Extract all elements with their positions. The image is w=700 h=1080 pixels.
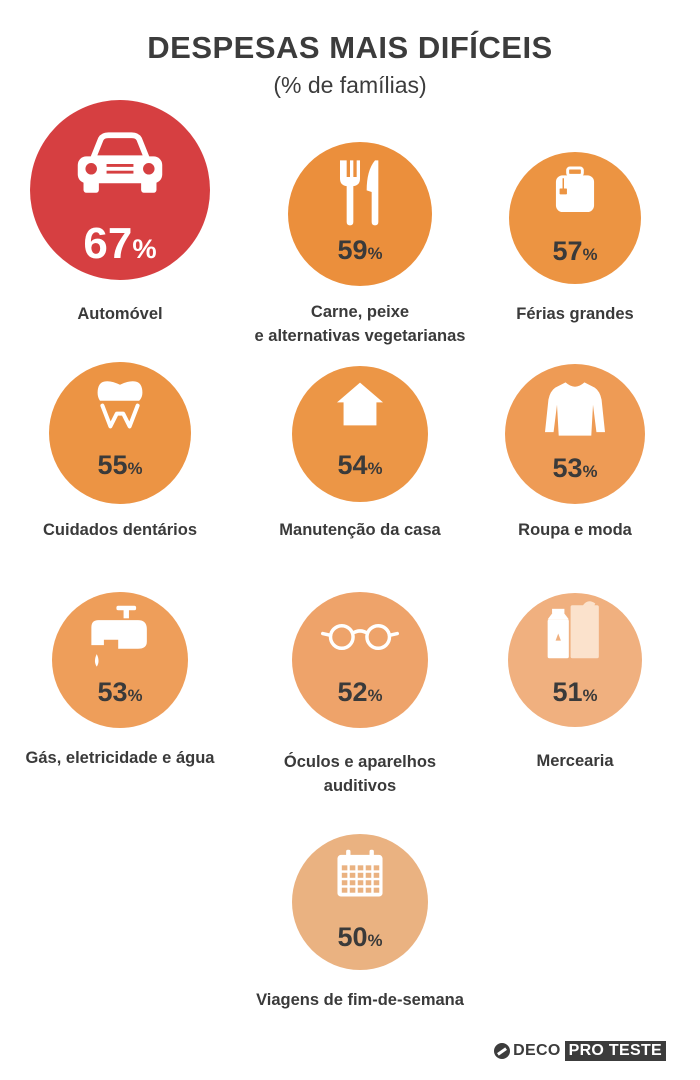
brand-logo: DECO PRO TESTE [494, 1041, 666, 1061]
page-title: DESPESAS MAIS DIFÍCEIS [147, 30, 553, 65]
expense-label-line: auditivos [323, 777, 397, 795]
expense-percentage: 55% [20, 450, 220, 481]
expense-label-line: Mercearia [536, 752, 614, 770]
deco-logo-icon [494, 1043, 511, 1059]
percentage-symbol: % [582, 686, 598, 706]
expense-label-line: Viagens de fim-de-semana [256, 991, 464, 1009]
percentage-value: 53 [97, 677, 128, 708]
calendar-icon [337, 849, 383, 897]
expense-label: Manutenção da casa [240, 518, 480, 542]
expense-percentage: 54% [260, 450, 460, 481]
page-subtitle: (% de famílias) [273, 72, 427, 98]
expense-label: Automóvel [0, 302, 240, 326]
brand-proteste: PRO TESTE [564, 1041, 666, 1061]
expense-label-line: Óculos e aparelhos [283, 753, 437, 771]
sweater-icon [545, 382, 605, 436]
expense-label-line: Automóvel [77, 305, 163, 323]
percentage-symbol: % [132, 232, 157, 264]
expense-label-line: Gás, eletricidade e água [25, 749, 215, 767]
fork-knife-icon [340, 160, 379, 226]
percentage-value: 67 [83, 218, 133, 268]
expense-label: Roupa e moda [455, 518, 695, 542]
expense-label: Gás, eletricidade e água [0, 746, 240, 770]
house-icon [337, 382, 383, 426]
expense-label: Férias grandes [455, 302, 695, 326]
expense-label-line: Carne, peixe [310, 303, 410, 321]
percentage-symbol: % [367, 686, 383, 706]
groceries-icon [547, 601, 599, 659]
brand-deco: DECO [513, 1042, 561, 1059]
expense-label-line: Manutenção da casa [279, 521, 441, 539]
expense-percentage: 53% [20, 677, 220, 708]
expense-label: Carne, peixe e alternativas vegetarianas [240, 300, 480, 348]
percentage-value: 59 [337, 235, 368, 266]
expense-bubble [52, 592, 188, 728]
expense-label-line: Férias grandes [516, 305, 634, 323]
expense-percentage: 59% [260, 235, 460, 266]
expense-label-line: Roupa e moda [518, 521, 632, 539]
expense-label: Óculos e aparelhos auditivos [240, 750, 480, 798]
expense-percentage: 53% [475, 453, 675, 484]
expense-percentage: 52% [260, 677, 460, 708]
percentage-value: 52 [337, 677, 368, 708]
expense-bubble [292, 592, 428, 728]
percentage-symbol: % [367, 244, 383, 264]
faucet-icon [91, 605, 147, 667]
glasses-icon [321, 624, 399, 650]
expense-label-line: e alternativas vegetarianas [254, 327, 466, 345]
percentage-symbol: % [367, 931, 383, 951]
expense-percentage: 50% [260, 922, 460, 953]
percentage-symbol: % [582, 245, 598, 265]
percentage-value: 55 [97, 450, 128, 481]
expense-label-line: Cuidados dentários [42, 521, 198, 539]
percentage-symbol: % [127, 686, 143, 706]
percentage-value: 57 [552, 236, 583, 267]
expense-label: Cuidados dentários [0, 518, 240, 542]
percentage-symbol: % [127, 459, 143, 479]
expense-label: Mercearia [455, 749, 695, 773]
expense-percentage: 67% [20, 219, 220, 269]
expense-label: Viagens de fim-de-semana [240, 988, 480, 1012]
percentage-value: 53 [552, 453, 583, 484]
percentage-value: 54 [337, 450, 368, 481]
percentage-symbol: % [582, 462, 598, 482]
expense-percentage: 57% [475, 236, 675, 267]
expense-bubble [30, 100, 210, 280]
percentage-value: 51 [552, 677, 583, 708]
suitcase-icon [555, 166, 595, 212]
tooth-icon [97, 381, 143, 429]
percentage-symbol: % [367, 459, 383, 479]
car-icon [77, 132, 163, 193]
expense-percentage: 51% [475, 677, 675, 708]
percentage-value: 50 [337, 922, 368, 953]
